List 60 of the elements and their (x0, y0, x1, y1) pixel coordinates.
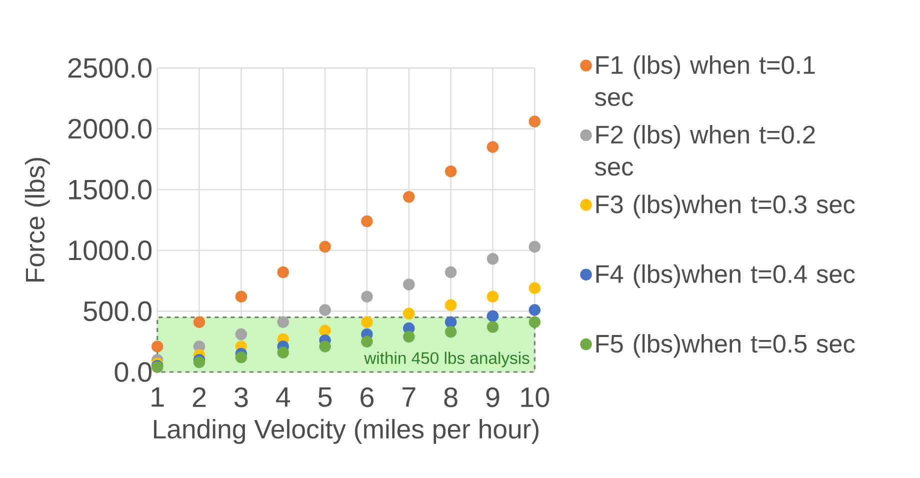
legend-label: F2 (lbs) when t=0.2 sec (595, 125, 815, 176)
legend-label: F5 (lbs)when t=0.5 sec (596, 334, 855, 358)
point (277, 346, 289, 358)
legend-label: F4 (lbs)when t=0.4 sec (596, 264, 855, 288)
point (235, 352, 248, 364)
point (277, 316, 289, 328)
x-tick-label: 8 (444, 387, 458, 408)
x-tick-label: 1 (152, 387, 164, 407)
point (486, 321, 499, 333)
x-tick-label: 6 (360, 387, 374, 408)
point (403, 330, 415, 343)
point (193, 316, 206, 328)
x-tick-label: 9 (486, 387, 500, 408)
point (361, 290, 373, 302)
point (319, 304, 331, 316)
point (528, 240, 541, 253)
point (486, 253, 499, 265)
x-tick-label: 4 (276, 387, 290, 407)
point (319, 340, 331, 352)
point (193, 356, 206, 368)
x-tick-label: 10 (521, 387, 550, 408)
point (151, 340, 164, 352)
point (528, 316, 541, 328)
point (486, 290, 499, 302)
point (528, 116, 541, 128)
y-tick-label: 2000.0 (68, 118, 152, 139)
point (403, 191, 415, 203)
y-tick-label: 2500.0 (68, 58, 152, 78)
point (319, 240, 331, 253)
legend-label: F3 (lbs)when t=0.3 sec (596, 194, 855, 218)
point (444, 266, 457, 278)
point (361, 336, 373, 348)
x-tick-label: 5 (318, 387, 332, 407)
point (319, 324, 331, 337)
point (403, 308, 415, 320)
point (277, 266, 289, 278)
point (486, 141, 499, 153)
x-tick-label: 7 (402, 387, 416, 407)
point (444, 165, 457, 178)
point (528, 282, 541, 294)
x-axis-title: Landing Velocity (miles per hour) (154, 419, 538, 444)
point (444, 326, 457, 338)
band-label: within 450 lbs analysis (364, 352, 530, 368)
y-tick-label: 1500.0 (69, 180, 152, 200)
y-tick-label: 500.0 (84, 301, 152, 322)
point (444, 299, 457, 311)
point (235, 328, 248, 340)
point (235, 290, 248, 302)
y-tick-label: 0.0 (114, 362, 152, 382)
y-axis-title: Force (lbs) (24, 158, 50, 282)
point (486, 310, 499, 322)
point (361, 215, 373, 228)
legend-label: F1 (lbs) when t=0.1 sec (595, 55, 815, 106)
y-tick-label: 1000.0 (69, 240, 152, 260)
point (528, 304, 541, 316)
point (403, 278, 415, 290)
point (361, 316, 373, 328)
x-tick-label: 2 (192, 387, 206, 407)
point (444, 316, 457, 328)
x-tick-label: 3 (234, 387, 248, 408)
